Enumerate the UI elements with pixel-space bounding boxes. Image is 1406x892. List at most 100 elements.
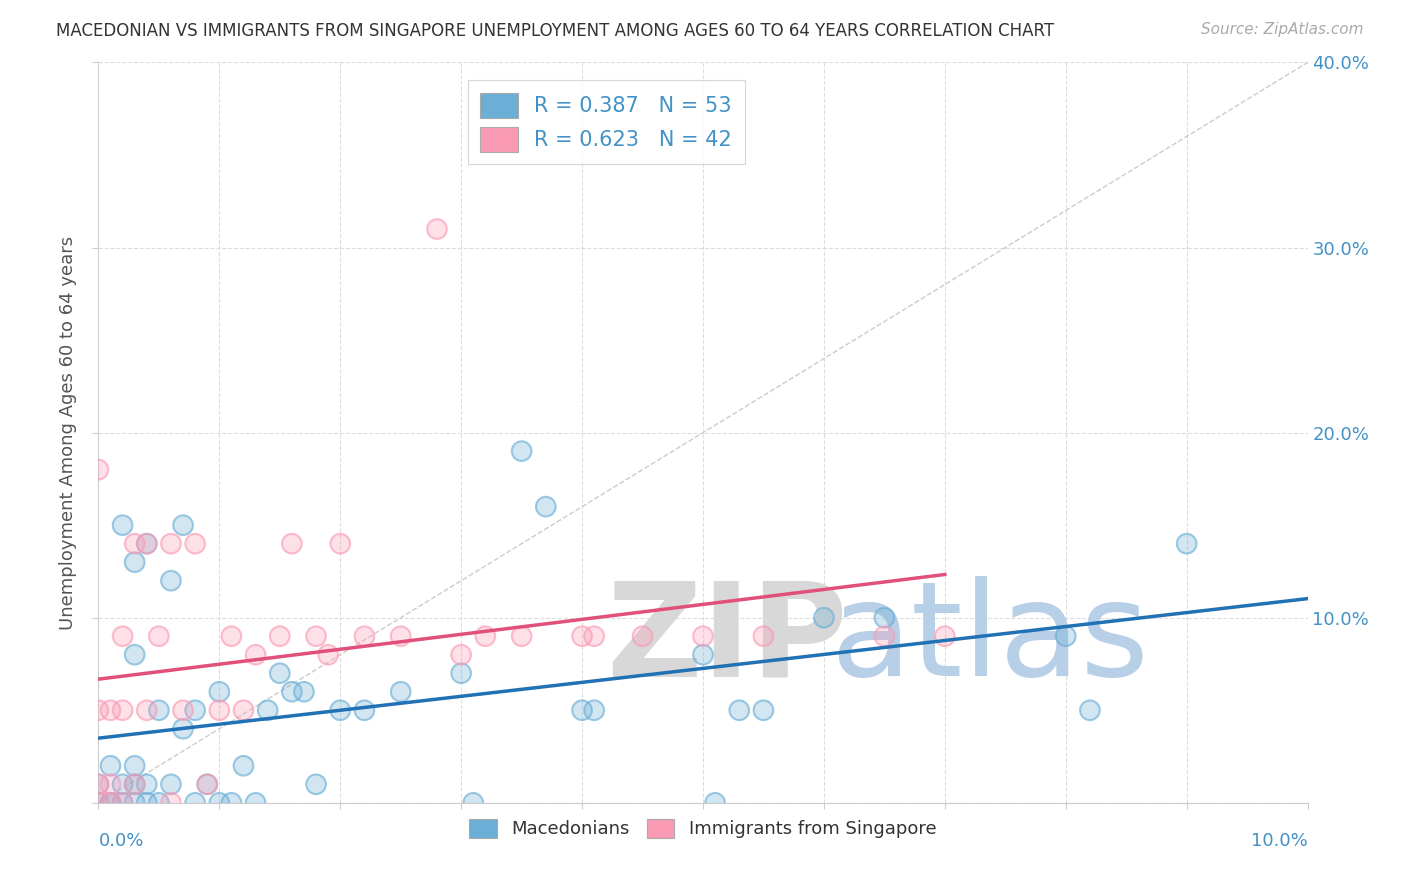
Point <box>510 629 533 643</box>
Point <box>305 777 328 791</box>
Point <box>704 796 727 810</box>
Text: atlas: atlas <box>830 576 1149 704</box>
Point <box>571 703 593 717</box>
Point <box>172 518 194 533</box>
Point <box>160 574 183 588</box>
Point <box>450 648 472 662</box>
Point <box>208 703 231 717</box>
Point <box>124 555 146 569</box>
Point <box>269 666 291 681</box>
Y-axis label: Unemployment Among Ages 60 to 64 years: Unemployment Among Ages 60 to 64 years <box>59 235 77 630</box>
Point <box>184 536 207 550</box>
Point <box>692 648 714 662</box>
Point <box>135 536 157 550</box>
Point <box>292 685 315 699</box>
Point <box>111 518 134 533</box>
Point <box>111 777 134 791</box>
Point <box>184 703 207 717</box>
Point <box>111 796 134 810</box>
Point <box>389 685 412 699</box>
Point <box>281 536 304 550</box>
Point <box>87 796 110 810</box>
Point <box>353 703 375 717</box>
Point <box>100 758 122 772</box>
Point <box>631 629 654 643</box>
Point <box>256 703 278 717</box>
Point <box>135 536 157 550</box>
Point <box>1054 629 1077 643</box>
Point <box>148 796 170 810</box>
Point <box>172 703 194 717</box>
Point <box>87 796 110 810</box>
Point <box>281 536 304 550</box>
Point <box>135 777 157 791</box>
Point <box>124 648 146 662</box>
Point <box>111 629 134 643</box>
Point <box>195 777 218 791</box>
Point <box>316 648 339 662</box>
Point <box>111 703 134 717</box>
Point <box>172 722 194 736</box>
Point <box>510 629 533 643</box>
Point <box>353 703 375 717</box>
Point <box>292 685 315 699</box>
Point <box>184 703 207 717</box>
Point <box>873 610 896 624</box>
Point <box>87 777 110 791</box>
Point <box>87 777 110 791</box>
Point <box>583 629 606 643</box>
Text: Source: ZipAtlas.com: Source: ZipAtlas.com <box>1201 22 1364 37</box>
Point <box>389 685 412 699</box>
Point <box>752 703 775 717</box>
Point <box>571 703 593 717</box>
Point <box>87 703 110 717</box>
Point <box>124 777 146 791</box>
Point <box>195 777 218 791</box>
Point <box>256 703 278 717</box>
Point <box>329 536 352 550</box>
Legend: Macedonians, Immigrants from Singapore: Macedonians, Immigrants from Singapore <box>463 812 943 846</box>
Point <box>1175 536 1198 550</box>
Point <box>305 777 328 791</box>
Point <box>221 796 243 810</box>
Point <box>124 777 146 791</box>
Point <box>1054 629 1077 643</box>
Point <box>1078 703 1101 717</box>
Point <box>463 796 485 810</box>
Point <box>100 758 122 772</box>
Point <box>571 629 593 643</box>
Point <box>208 685 231 699</box>
Point <box>450 666 472 681</box>
Text: 0.0%: 0.0% <box>98 832 143 850</box>
Point <box>124 758 146 772</box>
Point <box>135 796 157 810</box>
Point <box>100 796 122 810</box>
Point <box>135 536 157 550</box>
Point <box>692 629 714 643</box>
Point <box>245 648 267 662</box>
Point <box>813 610 835 624</box>
Point <box>184 796 207 810</box>
Point <box>87 777 110 791</box>
Point <box>124 796 146 810</box>
Point <box>1175 536 1198 550</box>
Point <box>450 666 472 681</box>
Point <box>426 222 449 236</box>
Point <box>124 536 146 550</box>
Point <box>100 796 122 810</box>
Point <box>135 796 157 810</box>
Point <box>281 685 304 699</box>
Point <box>100 703 122 717</box>
Point <box>752 629 775 643</box>
Point <box>583 703 606 717</box>
Point <box>510 444 533 458</box>
Point <box>111 796 134 810</box>
Point <box>571 629 593 643</box>
Point <box>111 796 134 810</box>
Point <box>353 629 375 643</box>
Point <box>583 703 606 717</box>
Text: 10.0%: 10.0% <box>1251 832 1308 850</box>
Point <box>232 758 254 772</box>
Point <box>124 796 146 810</box>
Point <box>692 629 714 643</box>
